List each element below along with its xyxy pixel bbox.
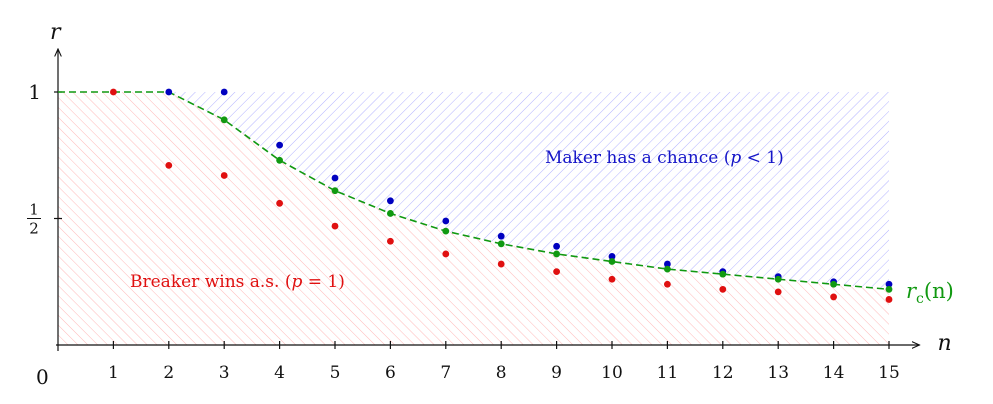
threshold-point [885, 285, 893, 293]
maker-point [220, 88, 228, 96]
x-axis-label: n [937, 331, 951, 356]
breaker-region [58, 92, 889, 345]
x-tick-label: 3 [219, 363, 230, 383]
maker-point [165, 88, 173, 96]
threshold-point [276, 156, 283, 164]
x-tick-label: 13 [767, 363, 789, 383]
x-tick-label: 6 [385, 363, 396, 383]
y-tick-half: 1 2 [27, 201, 62, 238]
y-tick-one: 1 [28, 80, 62, 104]
maker-point [664, 260, 671, 268]
breaker-point [608, 275, 616, 283]
threshold-point [220, 116, 228, 124]
x-tick-label: 1 [108, 363, 119, 383]
breaker-point [885, 296, 893, 303]
maker-point [608, 253, 616, 260]
x-tick-label: 4 [274, 363, 285, 383]
maker-point [497, 232, 505, 240]
x-tick-label: 9 [551, 363, 562, 383]
threshold-point [830, 280, 837, 288]
maker-point [442, 217, 450, 225]
x-tick-label: 2 [163, 363, 174, 383]
maker-region [58, 92, 889, 290]
breaker-annotation: Breaker wins a.s. (p = 1) [130, 272, 345, 292]
breaker-point [165, 161, 173, 169]
maker-point [331, 174, 339, 182]
x-tick-label: 5 [330, 363, 341, 383]
x-tick-label: 15 [878, 363, 900, 383]
threshold-curve-label: rc(n) [906, 279, 954, 307]
breaker-point [774, 288, 782, 296]
maker-point [885, 280, 893, 288]
breaker-point [110, 88, 117, 96]
regions [58, 92, 889, 345]
breaker-point [553, 268, 560, 276]
breaker-point [387, 237, 394, 245]
breaker-point [497, 260, 505, 268]
threshold-point [497, 240, 505, 248]
y-tick-half-numerator: 1 [29, 201, 39, 219]
y-axis-label: r [50, 20, 62, 45]
x-tick-label: 14 [823, 363, 845, 383]
maker-point [276, 141, 283, 149]
breaker-points [110, 88, 893, 303]
threshold-points [220, 116, 893, 293]
axes: 1 2 3 4 5 6 7 8 9 10 11 12 13 14 15 n r 0 1 2 1 [27, 20, 952, 389]
y-tick-one-label: 1 [28, 80, 41, 104]
breaker-point [664, 280, 671, 288]
origin-label: 0 [36, 365, 49, 389]
maker-point [553, 242, 560, 250]
threshold-point [774, 275, 782, 283]
x-ticks: 1 2 3 4 5 6 7 8 9 10 11 12 13 14 15 [108, 341, 900, 383]
breaker-point [276, 199, 283, 207]
x-tick-label: 7 [440, 363, 451, 383]
x-tick-label: 10 [601, 363, 623, 383]
threshold-point [331, 187, 339, 195]
breaker-point [331, 222, 339, 230]
breaker-point [442, 250, 450, 258]
maker-annotation: Maker has a chance (p < 1) [545, 148, 784, 168]
threshold-point [553, 250, 560, 258]
breaker-point [220, 172, 228, 179]
breaker-point [830, 293, 837, 301]
threshold-point [387, 210, 394, 217]
maker-point [387, 197, 394, 205]
threshold-point [608, 258, 616, 265]
threshold-point [719, 270, 727, 278]
x-tick-label: 11 [657, 363, 679, 383]
x-tick-label: 12 [712, 363, 734, 383]
x-tick-label: 8 [496, 363, 507, 383]
threshold-point [664, 265, 671, 273]
threshold-point [442, 227, 450, 235]
breaker-point [719, 285, 727, 293]
y-tick-half-denominator: 2 [29, 220, 39, 238]
